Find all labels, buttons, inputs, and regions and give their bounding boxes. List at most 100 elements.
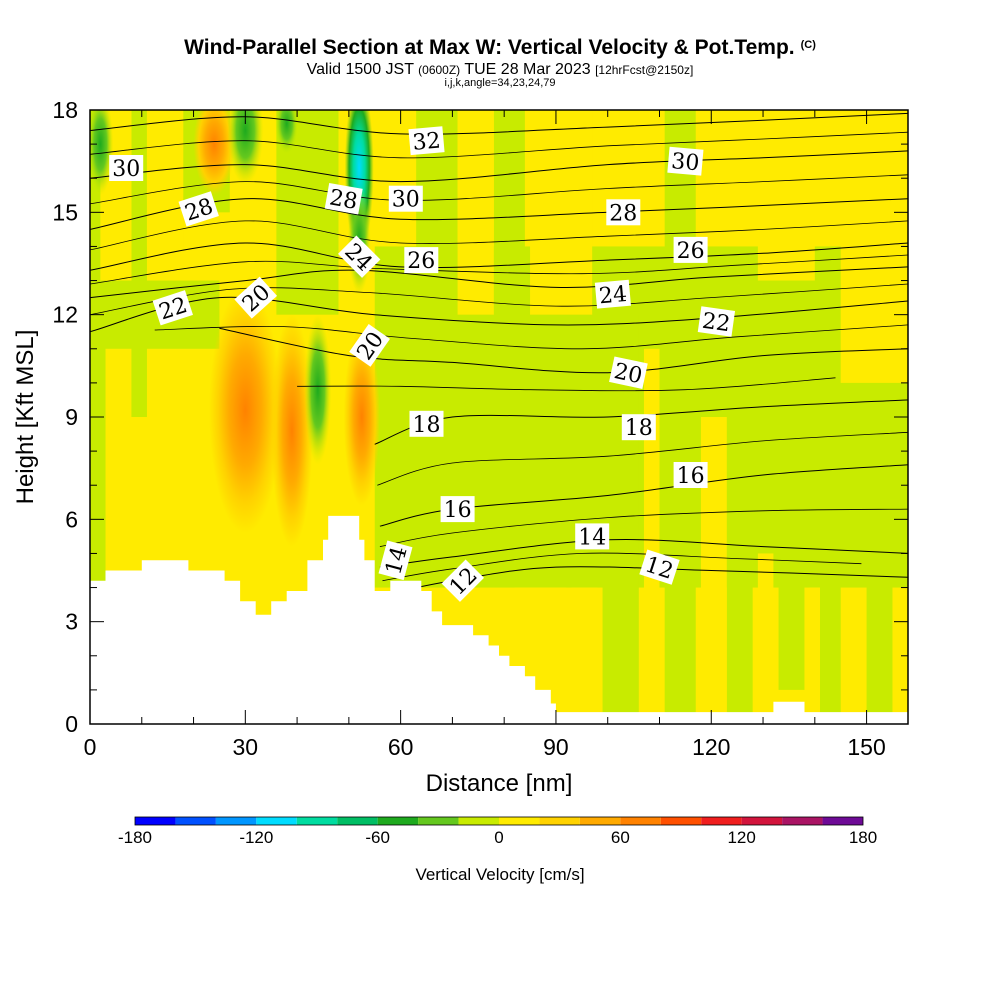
x-axis-title: Distance [nm] bbox=[426, 770, 573, 797]
theta-contour-14 bbox=[379, 539, 908, 568]
theta-contour-20 bbox=[219, 327, 908, 374]
colorbar-swatch bbox=[620, 817, 661, 825]
theta-contour-32 bbox=[90, 112, 908, 135]
terrain bbox=[90, 515, 908, 724]
contour-label-text: 28 bbox=[609, 201, 637, 226]
colorbar-swatch bbox=[701, 817, 742, 825]
contour-label-box bbox=[606, 199, 641, 226]
theta-contour-minor bbox=[90, 283, 908, 316]
contour-label: 26 bbox=[404, 247, 439, 274]
plot-axes: 0 30 60 90 120 150 0 3 6 9 12 15 18 Distance [nm] Heig… bbox=[12, 97, 909, 797]
colorbar-swatch bbox=[377, 817, 419, 825]
theta-contour-24 bbox=[90, 266, 908, 299]
contour-label-box bbox=[594, 279, 631, 309]
contour-label-box bbox=[440, 496, 475, 523]
title-tag: (C) bbox=[800, 39, 816, 51]
contour-label-text: 22 bbox=[701, 309, 732, 338]
contour-label-box bbox=[152, 290, 193, 326]
contour-label: 22 bbox=[697, 306, 736, 338]
velocity-core bbox=[304, 314, 332, 465]
velocity-band bbox=[819, 382, 841, 724]
contour-label: 22 bbox=[152, 290, 193, 326]
velocity-band bbox=[146, 110, 184, 247]
velocity-band bbox=[757, 110, 815, 281]
contour-label-box bbox=[697, 306, 736, 337]
velocity-band bbox=[866, 382, 893, 724]
y-axis-title: Height [Kft MSL] bbox=[12, 330, 39, 505]
contour-label-text: 16 bbox=[444, 498, 472, 523]
colorbar-swatch bbox=[499, 817, 540, 825]
colorbar-swatch bbox=[135, 817, 176, 825]
contour-label-box bbox=[409, 410, 444, 437]
chart-subtitle: Valid 1500 JST (0600Z) TUE 28 Mar 2023 [… bbox=[0, 61, 1000, 79]
contour-label-box bbox=[337, 235, 381, 278]
contour-label-text: 30 bbox=[670, 149, 700, 176]
colorbar-tick-label: -60 bbox=[365, 828, 390, 847]
contour-label: 32 bbox=[408, 126, 445, 156]
contour-label: 14 bbox=[575, 523, 610, 550]
contour-label-text: 30 bbox=[392, 188, 420, 213]
y-tick-label: 6 bbox=[65, 506, 78, 532]
theta-contour-minor bbox=[90, 254, 908, 285]
velocity-core bbox=[209, 287, 282, 533]
colorbar-swatch bbox=[175, 817, 216, 825]
velocity-band bbox=[757, 553, 774, 714]
colorbar-swatch bbox=[660, 817, 702, 825]
colorbar-tick-label: -180 bbox=[118, 828, 152, 847]
contour-label-box bbox=[349, 324, 390, 367]
contour-label-box bbox=[621, 414, 656, 441]
colorbar-tick-label: 120 bbox=[727, 828, 755, 847]
y-tick-label: 15 bbox=[52, 199, 78, 225]
colorbar-frame bbox=[134, 816, 864, 826]
chart-ijk-line: i,j,k,angle=34,23,24,79 bbox=[444, 77, 556, 89]
velocity-core bbox=[271, 314, 313, 547]
velocity-band bbox=[664, 110, 696, 724]
colorbar-swatch bbox=[539, 817, 580, 825]
contour-label-box bbox=[673, 236, 708, 263]
velocity-band bbox=[493, 110, 525, 383]
contour-label: 28 bbox=[606, 199, 641, 226]
theta-contour-minor bbox=[379, 508, 908, 547]
colorbar-swatch bbox=[782, 817, 823, 825]
velocity-band bbox=[840, 110, 908, 383]
velocity-core bbox=[90, 110, 114, 196]
velocity-band bbox=[457, 110, 494, 315]
contour-label-text: 28 bbox=[327, 185, 359, 214]
colorbar-swatch bbox=[296, 817, 338, 825]
velocity-band bbox=[390, 417, 432, 554]
theta-contour-minor bbox=[154, 324, 908, 350]
contour-label: 16 bbox=[440, 496, 475, 523]
velocity-band bbox=[726, 348, 753, 724]
colorbar-swatch bbox=[458, 817, 499, 825]
subtitle-date: TUE 28 Mar 2023 bbox=[464, 61, 591, 78]
contour-label-text: 24 bbox=[598, 282, 628, 309]
contour-label-text: 26 bbox=[677, 239, 705, 264]
colorbar-tick-label: -120 bbox=[239, 828, 273, 847]
colorbar: -180 -120 -60 0 60 120 180 Vertical Velocity [c… bbox=[118, 816, 877, 884]
colorbar-tick-label: 60 bbox=[611, 828, 630, 847]
theta-contour-30 bbox=[90, 150, 908, 183]
velocity-core bbox=[193, 110, 235, 196]
theta-contour-minor bbox=[297, 377, 836, 392]
contour-label-box bbox=[441, 559, 485, 602]
y-tick-label: 0 bbox=[65, 711, 78, 737]
contour-label: 24 bbox=[594, 279, 631, 309]
subtitle-forecast: [12hrFcst@2150z] bbox=[595, 63, 694, 77]
contour-label-text: 16 bbox=[677, 464, 705, 489]
contour-label: 12 bbox=[639, 549, 680, 585]
theta-contour-22 bbox=[90, 296, 908, 333]
velocity-band bbox=[778, 348, 805, 690]
contour-label-text: 18 bbox=[625, 416, 653, 441]
contour-label-box bbox=[378, 540, 413, 581]
contour-label-box bbox=[234, 276, 278, 319]
contour-label: 18 bbox=[409, 410, 444, 438]
contour-label-box bbox=[673, 462, 708, 488]
velocity-band bbox=[90, 280, 220, 349]
theta-contour-26 bbox=[90, 242, 908, 271]
velocity-band bbox=[643, 348, 660, 714]
x-tick-label: 60 bbox=[388, 734, 414, 760]
colorbar-swatch bbox=[256, 817, 297, 825]
velocity-band bbox=[530, 110, 593, 315]
y-tick-label: 12 bbox=[52, 302, 78, 328]
contour-label-box bbox=[639, 549, 680, 585]
